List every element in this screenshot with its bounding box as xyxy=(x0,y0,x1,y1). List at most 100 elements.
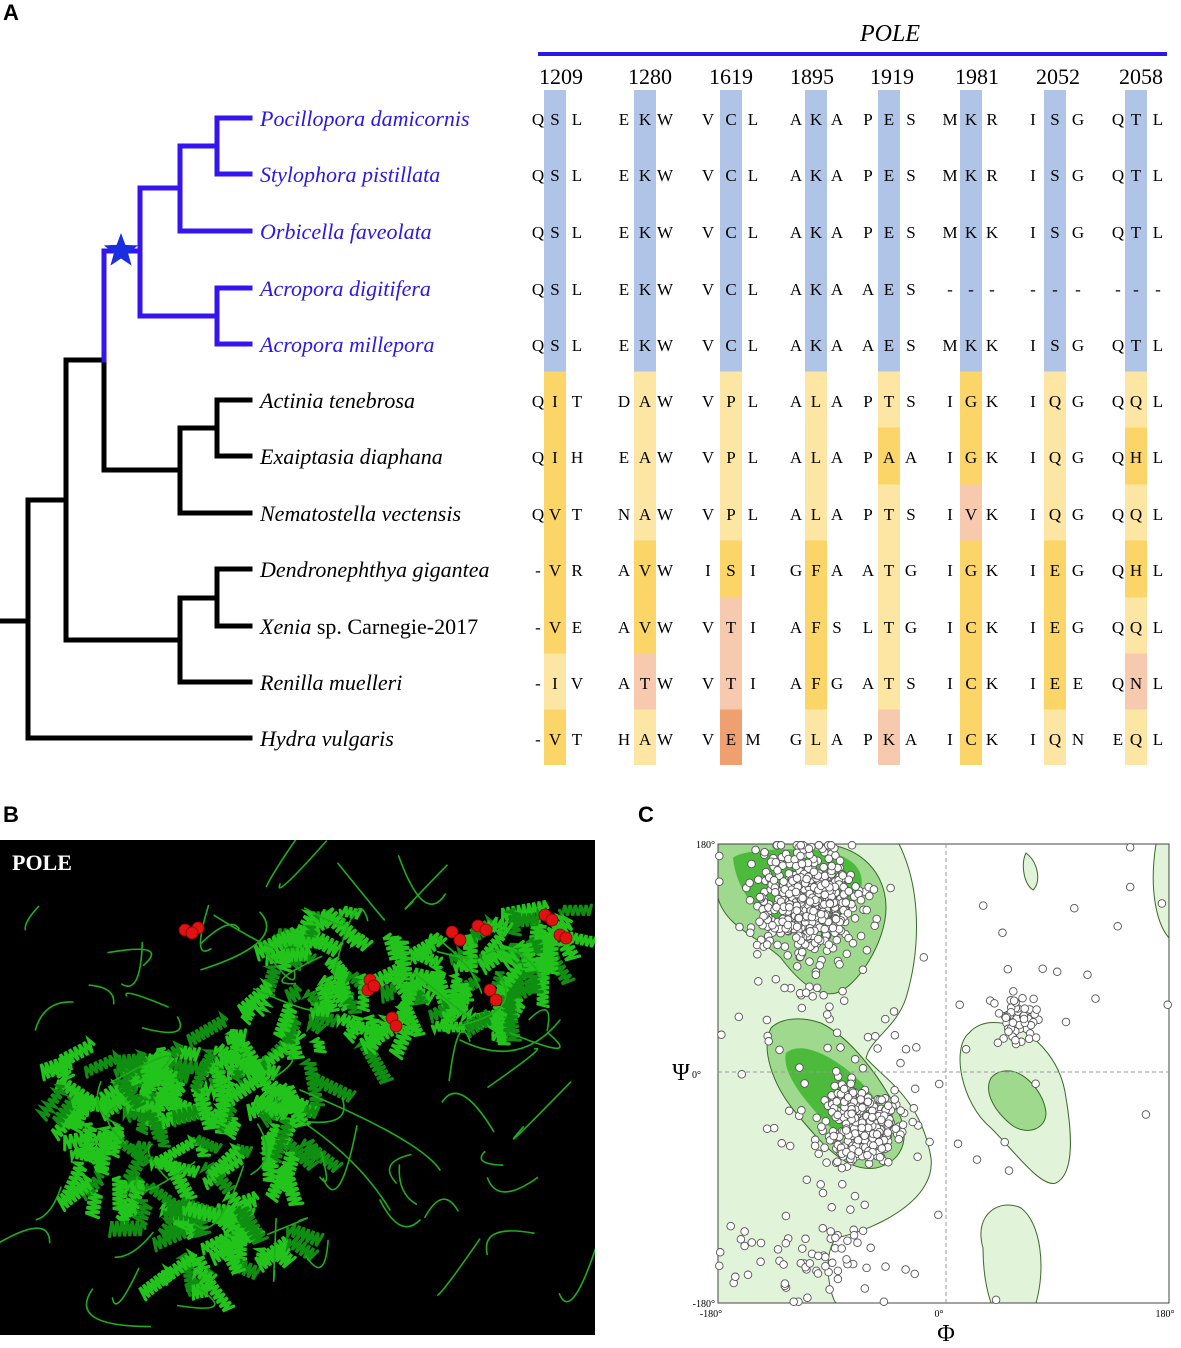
residue: I xyxy=(1030,166,1036,185)
residue-point xyxy=(875,1152,885,1162)
residue: I xyxy=(750,561,756,580)
alignment-cell-shade xyxy=(1125,371,1147,429)
position-label: 2058 xyxy=(1119,64,1163,89)
helix-ribbon xyxy=(452,956,472,978)
residue: Q xyxy=(1112,110,1124,129)
residue: L xyxy=(1153,392,1163,411)
mutation-site-sphere xyxy=(545,913,559,927)
residue-point xyxy=(862,946,872,955)
residue-point xyxy=(908,1117,917,1127)
alignment-cell-shade xyxy=(544,259,566,317)
residue-point xyxy=(1029,994,1038,1004)
alignment-cell-shade xyxy=(720,427,742,485)
residue: E xyxy=(884,336,894,355)
residue-point xyxy=(736,1235,746,1244)
loop-ribbon xyxy=(398,1164,418,1205)
residue: K xyxy=(639,280,652,299)
residue-point xyxy=(877,1115,886,1125)
residue-point xyxy=(762,940,772,949)
residue: H xyxy=(618,730,630,749)
residue-point xyxy=(820,890,830,900)
helix-ribbon xyxy=(191,1281,212,1301)
residue-point xyxy=(740,1241,749,1251)
residue: M xyxy=(745,730,760,749)
residue-point xyxy=(870,921,879,931)
loop-ribbon xyxy=(528,1009,550,1032)
loop-ribbon xyxy=(111,1267,140,1305)
helix-ribbon xyxy=(360,1014,381,1033)
residue: V xyxy=(702,618,715,637)
helix-ribbon xyxy=(190,1084,220,1131)
alignment-cell-shade xyxy=(960,709,982,765)
residue: P xyxy=(863,166,872,185)
residue-point xyxy=(777,1139,786,1148)
residue: I xyxy=(552,392,558,411)
helix-ribbon xyxy=(511,906,543,930)
residue: K xyxy=(986,561,999,580)
residue: A xyxy=(790,618,803,637)
residue-point xyxy=(773,1245,783,1254)
residue: S xyxy=(906,505,915,524)
residue: C xyxy=(725,336,736,355)
residue-point xyxy=(1125,843,1135,852)
helix-ribbon xyxy=(225,1028,248,1046)
residue-point xyxy=(999,1034,1008,1043)
residue-point xyxy=(934,1079,944,1089)
residue: V xyxy=(702,730,715,749)
residue: P xyxy=(863,223,872,242)
residue: Q xyxy=(1130,618,1142,637)
alignment-cell-shade xyxy=(1125,202,1147,260)
residue-point xyxy=(856,931,866,941)
residue-point xyxy=(837,1244,846,1253)
residue: K xyxy=(883,730,896,749)
alignment-cell-shade xyxy=(805,540,827,598)
residue-point xyxy=(780,1279,790,1288)
residue: W xyxy=(657,505,674,524)
loop-ribbon xyxy=(272,1217,277,1282)
helix-ribbon xyxy=(233,1205,269,1246)
residue-point xyxy=(850,1055,860,1064)
residue: I xyxy=(552,674,558,693)
residue: W xyxy=(657,392,674,411)
residue: K xyxy=(965,110,978,129)
residue: A xyxy=(790,223,803,242)
residue: - xyxy=(535,561,541,580)
residue: A xyxy=(905,730,918,749)
alignment-residues: Q S L E K W V C L A K A P E S M K R I S G Q T LQ S L E K W V C L A K A P E S M… xyxy=(532,110,1163,749)
residue-point xyxy=(972,1155,982,1164)
residue: L xyxy=(1153,674,1163,693)
helix-ribbon xyxy=(276,934,326,950)
residue-point xyxy=(825,1285,834,1294)
residue: Q xyxy=(1112,166,1124,185)
phylogenetic-tree xyxy=(0,115,253,741)
residue-point xyxy=(769,876,779,885)
residue-point xyxy=(737,1070,747,1079)
loop-ribbon xyxy=(110,1055,172,1083)
residue-point xyxy=(833,1274,843,1284)
residue-point xyxy=(769,1123,779,1133)
residue: A xyxy=(905,448,918,467)
helix-ribbon xyxy=(83,1049,121,1079)
residue-point xyxy=(825,1002,834,1011)
helix-ribbon xyxy=(278,1137,320,1172)
helix-ribbon xyxy=(212,1100,238,1134)
loop-ribbon xyxy=(319,1151,328,1183)
helix-ribbon xyxy=(154,1134,197,1169)
residue: L xyxy=(748,336,758,355)
residue-point xyxy=(813,1269,823,1278)
residue-point xyxy=(843,1236,852,1245)
residue: A xyxy=(831,505,844,524)
residue-point xyxy=(822,1010,832,1019)
alignment-cell-shade xyxy=(1044,259,1066,317)
helix-ribbon xyxy=(457,933,479,973)
residue: A xyxy=(831,166,844,185)
helix-ribbon xyxy=(477,942,509,975)
loop-ribbon xyxy=(147,1143,169,1180)
residue: I xyxy=(1030,561,1036,580)
residue-point xyxy=(901,1044,911,1054)
helix-ribbon xyxy=(39,1053,75,1082)
alignment-cell-shade xyxy=(960,315,982,373)
residue-point xyxy=(1024,1034,1034,1043)
helix-ribbon xyxy=(319,907,366,948)
residue: I xyxy=(947,448,953,467)
